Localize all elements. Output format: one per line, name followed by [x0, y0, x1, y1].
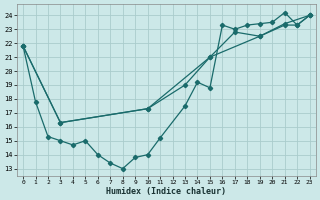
X-axis label: Humidex (Indice chaleur): Humidex (Indice chaleur): [106, 187, 226, 196]
